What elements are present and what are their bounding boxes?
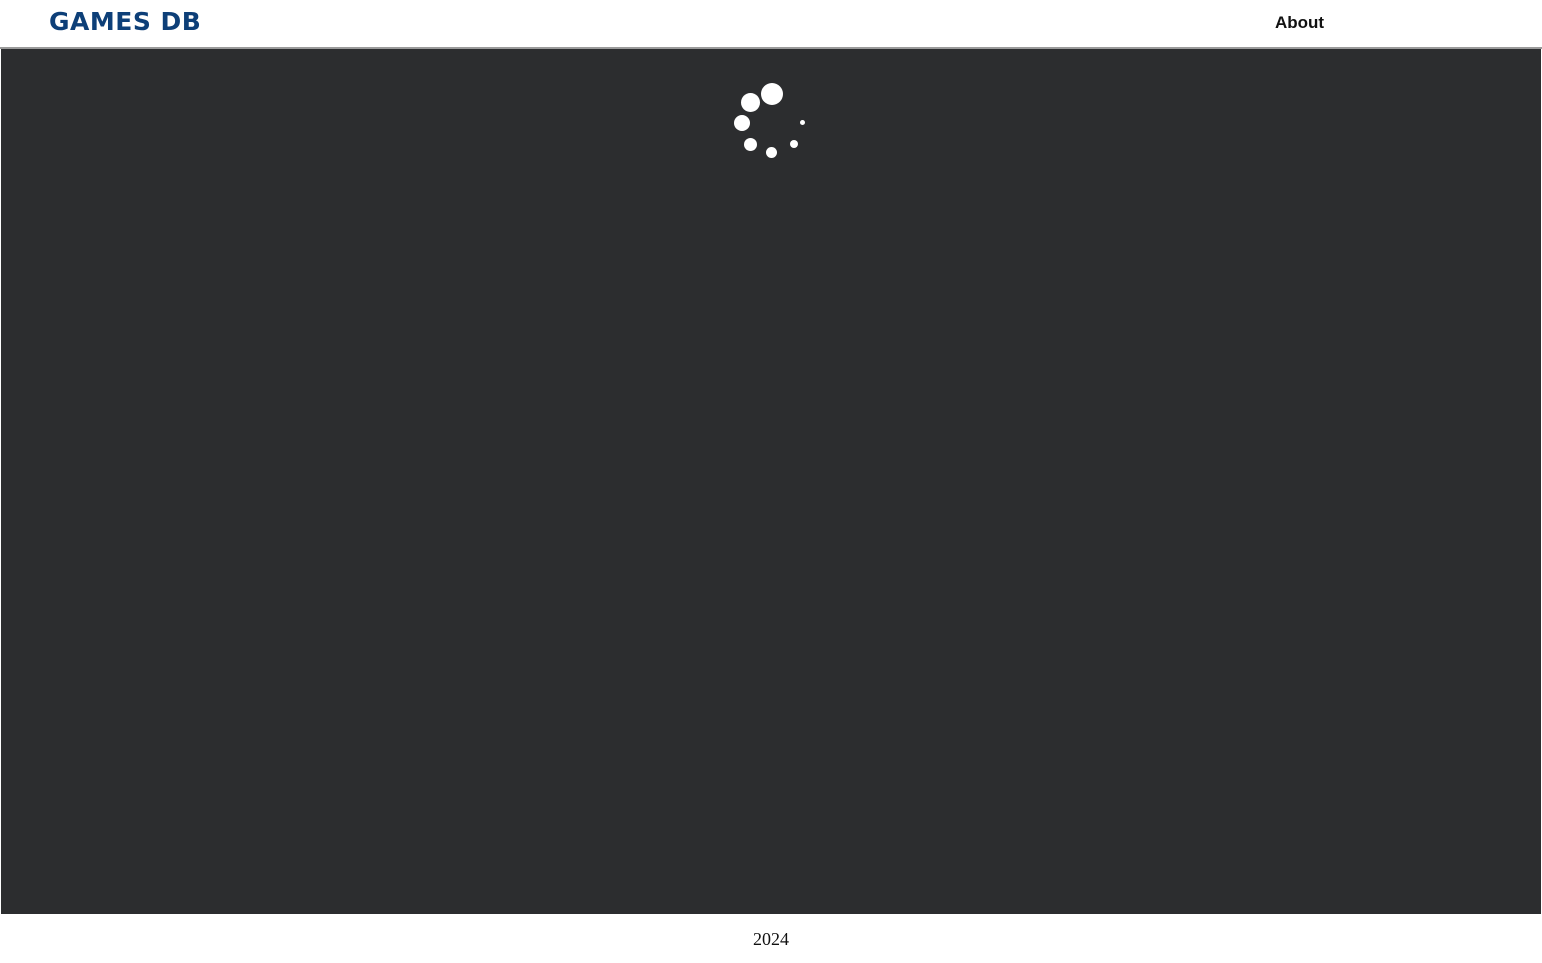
- main-content: [1, 49, 1541, 914]
- spinner-dot: [761, 83, 783, 105]
- site-header: GAMES DB About: [0, 0, 1542, 49]
- site-footer: 2024: [0, 914, 1542, 963]
- site-logo[interactable]: GAMES DB: [49, 7, 202, 36]
- spinner-dot: [800, 120, 805, 125]
- loading-spinner-icon: [730, 81, 810, 161]
- spinner-dot: [744, 138, 757, 151]
- spinner-dot: [741, 93, 760, 112]
- spinner-dot: [790, 140, 798, 148]
- spinner-dot: [734, 115, 750, 131]
- spinner-dot: [766, 147, 777, 158]
- footer-year: 2024: [753, 929, 789, 949]
- nav-link-about[interactable]: About: [1275, 13, 1325, 32]
